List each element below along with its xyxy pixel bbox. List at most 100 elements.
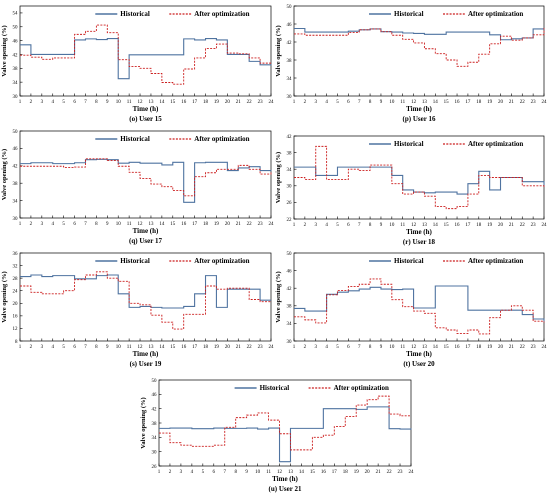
x-tick-label: 5: [62, 222, 65, 227]
x-tick-label: 1: [293, 223, 296, 228]
series-optimized-line: [294, 145, 545, 210]
x-tick-label: 16: [181, 100, 187, 105]
x-tick-label: 18: [203, 345, 209, 350]
x-tick-label: 21: [236, 222, 242, 227]
x-tick-label: 20: [498, 100, 504, 105]
x-tick-label: 21: [509, 223, 515, 228]
y-tick-label: 50: [13, 26, 19, 31]
x-tick-label: 19: [214, 222, 220, 227]
x-tick-label: 4: [325, 100, 328, 105]
x-tick-label: 14: [159, 222, 165, 227]
x-tick-label: 7: [358, 345, 361, 350]
plot-frame: [19, 130, 272, 219]
legend-optimized-label: After optimization: [194, 257, 249, 265]
x-tick-label: 11: [127, 345, 132, 350]
x-tick-label: 12: [138, 222, 144, 227]
x-tick-label: 16: [181, 222, 187, 227]
x-tick-label: 14: [159, 100, 165, 105]
y-axis-label: Valve opening (%): [1, 149, 8, 200]
y-tick-label: 34: [287, 77, 293, 82]
y-tick-label: 46: [13, 147, 19, 152]
x-tick-label: 12: [411, 345, 417, 350]
series-historical-line: [294, 166, 545, 195]
x-tick-label: 16: [321, 470, 327, 475]
y-tick-label: 32: [13, 264, 19, 269]
x-tick-label: 7: [84, 345, 87, 350]
x-axis-label: Time (h): [133, 105, 159, 113]
x-tick-label: 24: [269, 100, 275, 105]
x-tick-label: 13: [148, 222, 154, 227]
y-tick-label: 42: [13, 165, 19, 170]
y-tick-label: 30: [287, 340, 293, 345]
x-tick-label: 4: [51, 100, 54, 105]
x-axis-label: Time (h): [272, 475, 298, 483]
x-tick-label: 17: [465, 345, 471, 350]
x-tick-label: 8: [369, 223, 372, 228]
legend-optimized-label: After optimization: [468, 257, 523, 265]
x-tick-label: 6: [73, 345, 76, 350]
x-tick-label: 22: [520, 223, 526, 228]
y-tick-label: 34: [13, 81, 19, 86]
x-tick-label: 10: [116, 100, 122, 105]
series-optimized-line: [159, 395, 411, 451]
x-tick-label: 17: [465, 100, 471, 105]
legend-historical-label: Historical: [260, 384, 290, 392]
series-historical-line: [20, 158, 272, 203]
y-tick-label: 30: [287, 185, 293, 190]
x-axis-label: Time (h): [406, 350, 432, 358]
x-tick-label: 23: [258, 222, 264, 227]
y-axis-label: Valve opening (%): [1, 25, 8, 76]
x-tick-label: 7: [358, 223, 361, 228]
series-historical-line: [20, 37, 272, 80]
x-tick-label: 17: [465, 223, 471, 228]
x-tick-label: 7: [223, 470, 226, 475]
legend-optimized-label: After optimization: [194, 10, 249, 18]
y-tick-label: 42: [287, 135, 293, 140]
y-tick-label: 38: [152, 422, 158, 427]
x-tick-label: 13: [148, 100, 154, 105]
series-optimized-line: [20, 24, 271, 85]
y-axis-label: Valve opening (%): [1, 271, 8, 322]
x-tick-label: 5: [336, 223, 339, 228]
x-tick-label: 6: [347, 223, 350, 228]
y-axis-label: Valve opening (%): [275, 152, 282, 203]
x-tick-label: 14: [433, 223, 439, 228]
x-tick-label: 9: [245, 470, 248, 475]
x-tick-label: 18: [476, 100, 482, 105]
x-tick-label: 15: [170, 345, 176, 350]
plot-frame: [158, 379, 412, 467]
x-tick-label: 1: [293, 345, 296, 350]
y-tick-label: 30: [287, 95, 293, 100]
x-tick-label: 14: [433, 100, 439, 105]
series-optimized-line: [20, 158, 272, 197]
y-axis-label: Valve opening (%): [275, 25, 282, 76]
plot-frame: [19, 5, 272, 97]
x-tick-label: 19: [354, 470, 360, 475]
x-tick-label: 17: [192, 345, 198, 350]
y-tick-label: 54: [13, 12, 19, 17]
y-tick-label: 50: [13, 130, 19, 135]
x-tick-label: 15: [444, 345, 450, 350]
x-tick-label: 12: [411, 223, 417, 228]
x-tick-label: 3: [314, 100, 317, 105]
x-tick-label: 8: [95, 100, 98, 105]
x-tick-label: 10: [116, 345, 122, 350]
x-tick-label: 21: [236, 345, 242, 350]
x-tick-label: 8: [95, 345, 98, 350]
x-tick-label: 3: [314, 223, 317, 228]
x-tick-label: 9: [380, 100, 383, 105]
panel-caption: (s) User 19: [130, 360, 162, 368]
y-tick-label: 46: [287, 23, 293, 28]
panel-caption: (u) User 21: [269, 485, 302, 493]
x-tick-label: 12: [277, 470, 283, 475]
x-tick-label: 15: [444, 100, 450, 105]
series-historical-line: [159, 406, 412, 463]
x-tick-label: 14: [299, 470, 305, 475]
x-tick-label: 6: [73, 222, 76, 227]
x-tick-label: 2: [304, 345, 307, 350]
series-historical-line: [294, 27, 545, 41]
x-tick-label: 1: [19, 345, 22, 350]
